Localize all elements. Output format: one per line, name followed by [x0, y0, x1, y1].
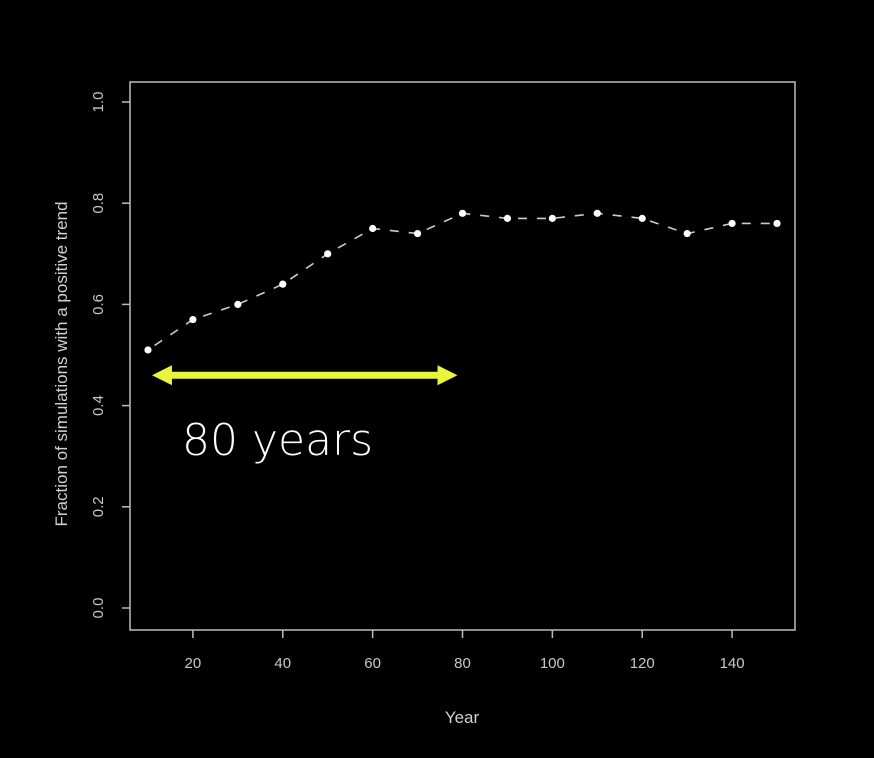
data-point: [189, 315, 197, 324]
data-point: [458, 209, 467, 217]
data-point: [503, 214, 512, 222]
data-point: [773, 219, 781, 228]
x-tick-label: 20: [185, 655, 202, 672]
x-tick-label: 120: [630, 655, 655, 672]
y-tick-label: 0.4: [90, 395, 107, 416]
series-line: [147, 212, 777, 351]
annotation-arrow-head-left: [151, 365, 172, 386]
x-tick-label: 140: [720, 655, 745, 672]
data-point: [234, 300, 242, 308]
x-tick-label: 40: [274, 655, 291, 672]
x-tick-label: 60: [364, 655, 381, 672]
plot-frame: [129, 81, 796, 631]
data-point: [728, 219, 736, 228]
data-point: [369, 224, 377, 233]
x-axis-title: Year: [445, 708, 480, 727]
data-point: [279, 280, 287, 288]
y-tick-label: 0.0: [90, 598, 107, 619]
data-point: [413, 229, 422, 238]
y-tick-label: 1.0: [90, 92, 107, 113]
x-tick-label: 80: [454, 655, 471, 672]
data-point: [683, 229, 691, 238]
annotation-label: 80 years: [182, 415, 373, 466]
data-point: [324, 250, 332, 258]
x-tick-label: 100: [540, 655, 565, 672]
y-tick-label: 0.6: [90, 294, 107, 315]
data-point: [144, 346, 152, 354]
data-point: [638, 214, 646, 222]
annotation-arrow-head-right: [437, 365, 458, 386]
data-point: [593, 209, 601, 217]
y-axis-title: Fraction of simulations with a positive …: [52, 201, 71, 526]
y-tick-label: 0.2: [90, 496, 107, 517]
data-point: [548, 214, 556, 222]
y-tick-label: 0.8: [90, 193, 107, 214]
